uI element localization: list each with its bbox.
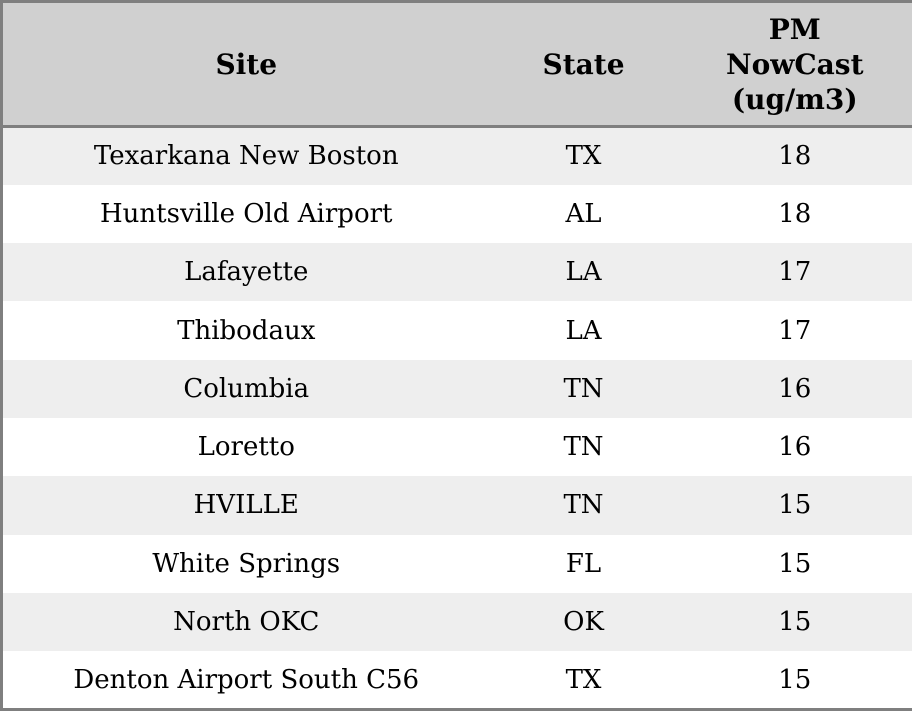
column-header-site: Site [1,1,490,128]
value-cell: 18 [677,184,912,244]
site-cell: Thibodaux [1,301,490,360]
value-cell: 15 [677,651,912,710]
site-cell: Huntsville Old Airport [1,184,490,244]
state-cell: TN [489,359,678,418]
state-cell: TN [489,476,678,535]
table-row: White Springs FL 15 [1,534,912,593]
value-cell: 16 [677,359,912,418]
table-body: Texarkana New Boston TX 18 Huntsville Ol… [1,126,912,710]
site-cell: HVILLE [1,476,490,535]
column-header-state: State [489,1,678,128]
state-cell: LA [489,243,678,302]
site-cell: North OKC [1,592,490,652]
value-cell: 15 [677,476,912,535]
site-cell: White Springs [1,534,490,593]
table-row: Thibodaux LA 17 [1,301,912,360]
table-row: Denton Airport South C56 TX 15 [1,651,912,710]
state-cell: TN [489,417,678,477]
state-cell: OK [489,592,678,652]
column-header-pm-nowcast: PM NowCast (ug/m3) [677,1,912,128]
site-cell: Columbia [1,359,490,418]
value-cell: 16 [677,417,912,477]
table-header: Site State PM NowCast (ug/m3) [1,1,912,128]
table-row: HVILLE TN 15 [1,476,912,535]
table-row: Texarkana New Boston TX 18 [1,126,912,185]
site-cell: Texarkana New Boston [1,126,490,185]
value-cell: 15 [677,592,912,652]
site-cell: Denton Airport South C56 [1,651,490,710]
state-cell: AL [489,184,678,244]
state-cell: FL [489,534,678,593]
value-cell: 15 [677,534,912,593]
table-row: Lafayette LA 17 [1,243,912,302]
table-row: North OKC OK 15 [1,592,912,652]
site-cell: Lafayette [1,243,490,302]
state-cell: LA [489,301,678,360]
state-cell: TX [489,126,678,185]
header-row: Site State PM NowCast (ug/m3) [1,1,912,128]
state-cell: TX [489,651,678,710]
table-row: Columbia TN 16 [1,359,912,418]
table-row: Huntsville Old Airport AL 18 [1,184,912,244]
site-cell: Loretto [1,417,490,477]
table-row: Loretto TN 16 [1,417,912,477]
value-cell: 17 [677,243,912,302]
value-cell: 17 [677,301,912,360]
value-cell: 18 [677,126,912,185]
